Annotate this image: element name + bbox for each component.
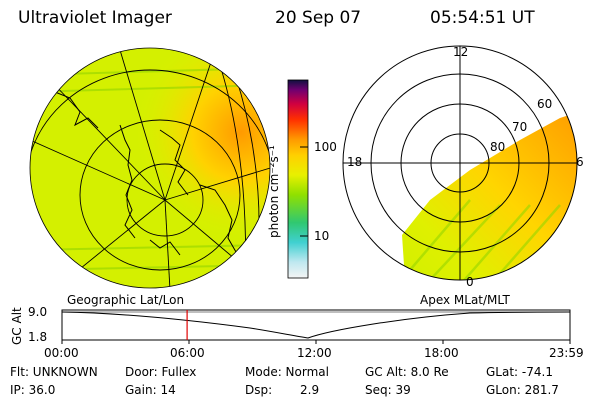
time-tick-0000: 00:00 <box>44 346 79 360</box>
lat-label-80: 80 <box>490 140 506 154</box>
apex-projection-label: Apex MLat/MLT <box>420 293 510 307</box>
time-tick-1200: 12:00 <box>297 346 332 360</box>
altitude-tick-low: 1.8 <box>28 330 48 344</box>
lat-label-60: 60 <box>537 97 553 111</box>
colorbar-unit-label: photon cm⁻²s⁻¹ <box>267 145 281 238</box>
geographic-projection-label: Geographic Lat/Lon <box>67 293 185 307</box>
polar-grid <box>342 45 578 281</box>
door-info: Door: Fullex <box>125 365 197 379</box>
gc-alt-info: GC Alt: 8.0 Re <box>365 365 449 379</box>
mlt-label-0: 0 <box>466 275 474 289</box>
colorbar-tick-100: 100 <box>314 140 337 154</box>
date-label: 20 Sep 07 <box>275 8 362 28</box>
mlt-label-6: 6 <box>576 155 584 169</box>
glat-info: GLat: -74.1 <box>486 365 553 379</box>
time-label: 05:54:51 UT <box>430 8 535 28</box>
geographic-image <box>30 48 270 288</box>
filter-info: Flt: UNKNOWN <box>10 365 98 379</box>
instrument-title: Ultraviolet Imager <box>18 8 172 28</box>
altitude-tick-high: 9.0 <box>28 305 48 319</box>
mlt-label-18: 18 <box>347 155 363 169</box>
ip-info: IP: 36.0 <box>10 383 56 397</box>
gain-info: Gain: 14 <box>125 383 176 397</box>
time-tick-2359: 23:59 <box>549 346 584 360</box>
glon-info: GLon: 281.7 <box>486 383 559 397</box>
altitude-curve <box>61 311 571 339</box>
colorbar <box>287 79 309 279</box>
colorbar-tick-10: 10 <box>314 229 330 243</box>
dsp-label: Dsp: <box>245 383 273 397</box>
dsp-value: 2.9 <box>300 383 320 397</box>
mlt-label-12: 12 <box>453 45 469 59</box>
altitude-axis-label: GC Alt <box>10 307 24 345</box>
time-tick-0600: 06:00 <box>170 346 205 360</box>
lat-label-70: 70 <box>512 120 528 134</box>
mode-info: Mode: Normal <box>245 365 329 379</box>
seq-info: Seq: 39 <box>365 383 411 397</box>
time-tick-1800: 18:00 <box>424 346 459 360</box>
